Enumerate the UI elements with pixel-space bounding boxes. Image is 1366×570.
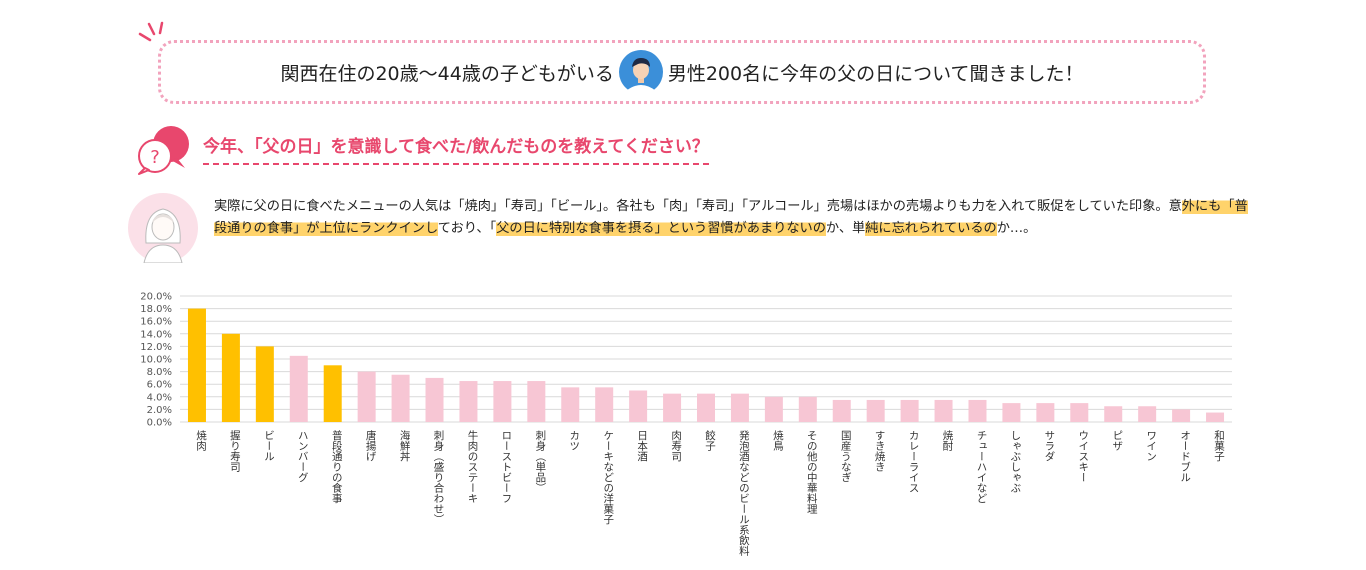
x-tick-label: 肉寿司 — [670, 429, 682, 461]
x-tick-label: しゃぶしゃぶ — [1009, 430, 1021, 493]
bar-chart: 0.0% 2.0% 4.0%6.0% 8.0%10.0% 12.0% 14.0%16.0%… — [140, 292, 1232, 557]
y-tick-label: 12.0% — [140, 342, 172, 353]
x-tick-label: すき焼き — [874, 430, 886, 472]
x-tick-label: 国産うなぎ — [840, 430, 852, 483]
bar — [934, 399, 953, 422]
comment-segment: か…。 — [996, 221, 1037, 236]
bar — [1138, 406, 1157, 422]
y-tick-label: 8.0% — [147, 367, 172, 378]
bar — [697, 393, 715, 422]
bar — [1002, 403, 1021, 422]
bar — [730, 393, 749, 422]
x-tick-label: ケーキなどの洋菓子 — [602, 430, 614, 525]
bar — [493, 381, 512, 422]
bar — [425, 377, 444, 422]
x-tick-label: 牛肉のステーキ — [466, 429, 478, 503]
x-tick-label: 唐揚げ — [365, 429, 377, 461]
bar — [221, 333, 240, 422]
bar — [1070, 403, 1089, 422]
header-banner: 関西在住の20歳〜44歳の子どもがいる 男性200名に今年の父の日について聞きま… — [158, 40, 1206, 104]
svg-text:?: ? — [150, 147, 160, 168]
x-tick-label: 刺身（盛り合わせ） — [433, 430, 445, 525]
bar — [527, 381, 546, 422]
bar — [255, 346, 274, 422]
x-tick-label: ビール — [263, 430, 275, 462]
x-tick-label: 海鮮丼 — [399, 429, 411, 462]
x-tick-label: 和菓子 — [1213, 430, 1225, 462]
x-tick-label: ウイスキー — [1077, 430, 1089, 483]
sparkle-icon — [138, 21, 164, 42]
bar — [391, 374, 410, 422]
x-tick-label: ハンバーグ — [297, 430, 309, 483]
bar — [968, 399, 987, 422]
x-tick-label: 発泡酒などのビール系飲料 — [738, 429, 750, 557]
x-tick-label: 普段通りの食事 — [331, 429, 343, 503]
bar — [357, 371, 376, 422]
banner-text-after: 男性200名に今年の父の日について聞きました！ — [667, 62, 1084, 85]
comment-segment: か、単 — [825, 221, 866, 236]
bar — [1036, 403, 1055, 422]
bar — [798, 396, 817, 422]
x-tick-label: チューハイなど — [975, 430, 987, 504]
y-tick-label: 2.0% — [147, 405, 172, 416]
bar — [629, 390, 648, 422]
banner-text-before: 関西在住の20歳〜44歳の子どもがいる — [280, 62, 614, 85]
question-bubble-icon: ? — [138, 126, 189, 175]
bar — [595, 387, 614, 422]
comment-segment: 実際に父の日に食べたメニューの人気は「焼肉」「寿司」「ビール」。各社も「肉」「寿… — [214, 199, 1182, 214]
bar — [187, 308, 206, 422]
y-tick-label: 18.0% — [140, 304, 172, 315]
x-tick-label: 餃子 — [704, 429, 716, 451]
x-tick-label: カツ — [568, 430, 580, 451]
question-title: 今年、「父の日」を意識して食べた/飲んだものを教えてください？ — [203, 132, 709, 165]
y-tick-label: 20.0% — [140, 292, 172, 303]
x-tick-label: 焼酎 — [942, 430, 954, 451]
bar — [323, 365, 342, 422]
y-tick-label: 0.0% — [147, 418, 172, 429]
bar — [289, 355, 308, 422]
x-tick-label: 握り寿司 — [229, 429, 241, 472]
comment-segment: ており、「 — [437, 221, 497, 236]
x-tick-label: その他の中華料理 — [806, 430, 818, 514]
bar — [1172, 409, 1191, 422]
woman-avatar-icon — [128, 193, 198, 263]
x-tick-label: ワイン — [1145, 430, 1157, 462]
y-tick-label: 6.0% — [147, 380, 172, 391]
x-tick-label: サラダ — [1043, 430, 1055, 462]
y-tick-label: 16.0% — [140, 317, 172, 328]
x-tick-label: ピザ — [1111, 430, 1123, 451]
comment-highlight: 父の日に特別な食事を摂る」という習慣があまりないの — [496, 221, 826, 236]
comment-text: 実際に父の日に食べたメニューの人気は「焼肉」「寿司」「ビール」。各社も「肉」「寿… — [214, 196, 1250, 240]
x-tick-label: カレーライス — [908, 430, 920, 493]
comment-highlight: 純に忘れられているの — [865, 221, 997, 236]
x-tick-label: 刺身（単品） — [534, 430, 546, 493]
x-tick-label: 焼肉 — [195, 430, 207, 451]
bar — [1206, 412, 1225, 422]
bar — [832, 399, 851, 422]
bar — [1104, 406, 1123, 422]
x-tick-label: ローストビーフ — [500, 430, 512, 504]
man-avatar-icon — [618, 50, 663, 95]
x-tick-label: 日本酒 — [636, 430, 648, 462]
bar — [663, 393, 682, 422]
x-tick-label: オードブル — [1179, 430, 1191, 483]
bar — [459, 381, 478, 422]
y-tick-label: 10.0% — [140, 355, 172, 366]
y-tick-label: 14.0% — [140, 329, 172, 340]
y-tick-label: 4.0% — [147, 392, 172, 403]
x-tick-label: 焼鳥 — [772, 430, 784, 452]
bar — [866, 399, 885, 422]
bar — [900, 399, 919, 422]
bar — [764, 396, 783, 422]
bar — [561, 387, 580, 422]
